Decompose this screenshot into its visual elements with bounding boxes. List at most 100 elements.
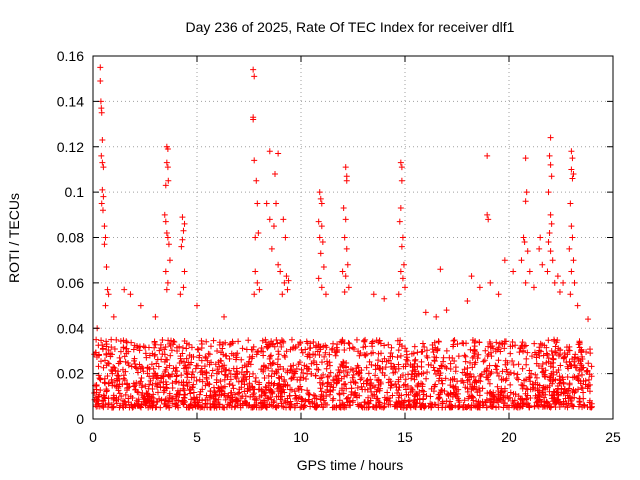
data-point xyxy=(123,338,130,345)
data-point xyxy=(501,385,508,392)
data-point xyxy=(403,391,410,398)
data-point xyxy=(123,401,130,408)
y-tick-label: 0.16 xyxy=(57,48,84,64)
data-point xyxy=(117,348,124,355)
data-point xyxy=(152,351,159,358)
data-point xyxy=(523,401,530,408)
data-point xyxy=(148,394,155,401)
data-point xyxy=(186,379,193,386)
data-point xyxy=(196,391,203,398)
data-point xyxy=(166,390,173,397)
data-point xyxy=(118,393,125,400)
data-point xyxy=(547,404,554,411)
data-point xyxy=(568,223,575,230)
data-point xyxy=(496,340,503,347)
data-point xyxy=(230,352,237,359)
data-point xyxy=(410,398,417,405)
data-point xyxy=(547,248,554,255)
data-point xyxy=(495,357,502,364)
data-point xyxy=(501,345,508,352)
data-point xyxy=(515,361,522,368)
grid-lines xyxy=(93,56,613,419)
data-point xyxy=(190,389,197,396)
data-point xyxy=(452,368,459,375)
data-point xyxy=(152,313,159,320)
y-axis-ticks: 0 0.02 0.04 0.06 0.08 0.1 0.12 0.14 0.16 xyxy=(57,48,613,427)
data-point xyxy=(399,372,406,379)
data-point xyxy=(531,340,538,347)
data-point xyxy=(253,177,260,184)
data-point xyxy=(282,353,289,360)
data-point xyxy=(180,400,187,407)
data-point xyxy=(402,376,409,383)
data-point xyxy=(361,404,368,411)
data-point xyxy=(580,395,587,402)
data-point xyxy=(110,313,117,320)
data-point xyxy=(399,342,406,349)
data-point xyxy=(501,257,508,264)
data-point xyxy=(195,346,202,353)
data-point xyxy=(270,341,277,348)
data-point xyxy=(243,346,250,353)
data-point xyxy=(149,350,156,357)
data-point xyxy=(153,374,160,381)
data-point xyxy=(357,376,364,383)
data-point xyxy=(567,397,574,404)
data-point xyxy=(183,355,190,362)
data-point xyxy=(100,397,107,404)
data-point xyxy=(299,349,306,356)
data-point xyxy=(476,387,483,394)
data-point xyxy=(279,403,286,410)
data-point xyxy=(447,366,454,373)
data-point xyxy=(163,403,170,410)
data-point xyxy=(442,375,449,382)
data-point xyxy=(288,401,295,408)
data-point xyxy=(486,380,493,387)
data-point xyxy=(585,360,592,367)
data-point xyxy=(395,291,402,298)
data-point xyxy=(308,360,315,367)
data-point xyxy=(507,369,514,376)
data-point xyxy=(314,348,321,355)
data-point xyxy=(298,366,305,373)
data-point xyxy=(204,380,211,387)
y-tick-label: 0.12 xyxy=(57,139,84,155)
data-point xyxy=(416,395,423,402)
data-point xyxy=(103,387,110,394)
data-point xyxy=(484,374,491,381)
data-point xyxy=(165,241,172,248)
data-point xyxy=(173,373,180,380)
data-point xyxy=(120,372,127,379)
data-point xyxy=(235,338,242,345)
data-point xyxy=(487,344,494,351)
data-point xyxy=(275,261,282,268)
data-point xyxy=(329,397,336,404)
data-point xyxy=(585,382,592,389)
data-point xyxy=(160,383,167,390)
data-point xyxy=(451,337,458,344)
data-point xyxy=(108,336,115,343)
data-point xyxy=(485,216,492,223)
data-point xyxy=(232,373,239,380)
data-point xyxy=(254,200,261,207)
data-point xyxy=(150,365,157,372)
data-point xyxy=(187,390,194,397)
data-point xyxy=(345,394,352,401)
data-point xyxy=(355,403,362,410)
data-point xyxy=(114,372,121,379)
data-point xyxy=(120,344,127,351)
data-point xyxy=(99,345,106,352)
data-point xyxy=(315,366,322,373)
data-point xyxy=(158,396,165,403)
data-point xyxy=(365,370,372,377)
data-point xyxy=(440,354,447,361)
data-point xyxy=(234,397,241,404)
data-point xyxy=(281,352,288,359)
data-point xyxy=(260,368,267,375)
data-point xyxy=(395,347,402,354)
data-point xyxy=(561,386,568,393)
data-point xyxy=(149,372,156,379)
x-tick-label: 0 xyxy=(89,429,97,445)
data-point xyxy=(570,257,577,264)
data-point xyxy=(549,398,556,405)
